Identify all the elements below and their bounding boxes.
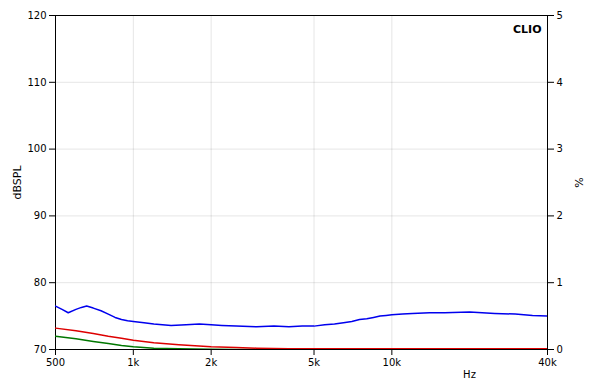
svg-text:5k: 5k — [308, 357, 320, 368]
svg-text:40k: 40k — [538, 357, 557, 368]
svg-text:80: 80 — [34, 277, 47, 288]
svg-text:90: 90 — [34, 210, 47, 221]
svg-text:10k: 10k — [383, 357, 402, 368]
svg-text:dBSPL: dBSPL — [11, 165, 24, 200]
svg-text:Hz: Hz — [463, 369, 476, 380]
svg-text:CLIO: CLIO — [513, 23, 542, 36]
svg-text:500: 500 — [46, 357, 65, 368]
svg-text:2: 2 — [557, 210, 563, 221]
svg-text:%: % — [573, 177, 586, 187]
svg-text:5: 5 — [557, 10, 563, 21]
svg-text:2k: 2k — [205, 357, 217, 368]
svg-text:1: 1 — [557, 277, 563, 288]
svg-text:4: 4 — [557, 77, 563, 88]
svg-text:0: 0 — [557, 344, 563, 355]
svg-text:100: 100 — [27, 143, 46, 154]
svg-text:120: 120 — [27, 10, 46, 21]
svg-text:110: 110 — [27, 77, 46, 88]
svg-text:70: 70 — [34, 344, 47, 355]
svg-text:1k: 1k — [127, 357, 139, 368]
svg-text:3: 3 — [557, 143, 563, 154]
